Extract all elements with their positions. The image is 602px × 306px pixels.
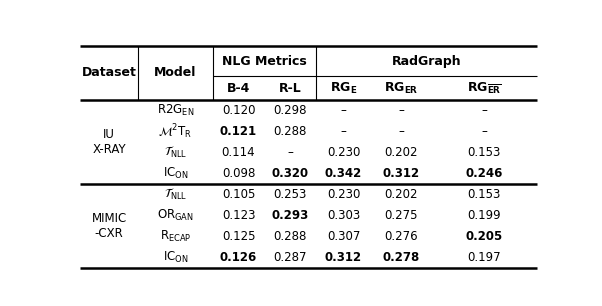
Text: –: –	[398, 104, 404, 117]
Text: 0.287: 0.287	[273, 251, 306, 264]
Text: OR$_{\rm GAN}$: OR$_{\rm GAN}$	[157, 207, 194, 223]
Text: 0.320: 0.320	[272, 167, 308, 180]
Text: Dataset: Dataset	[82, 66, 137, 80]
Text: 0.312: 0.312	[383, 167, 420, 180]
Text: –: –	[341, 104, 347, 117]
Text: 0.153: 0.153	[467, 146, 501, 159]
Text: –: –	[287, 146, 293, 159]
Text: 0.105: 0.105	[222, 188, 255, 201]
Text: R2G$_{\rm EN}$: R2G$_{\rm EN}$	[157, 103, 194, 118]
Text: $\mathcal{T}_{\rm NLL}$: $\mathcal{T}_{\rm NLL}$	[164, 145, 187, 160]
Text: 0.123: 0.123	[222, 209, 255, 222]
Text: 0.276: 0.276	[384, 230, 418, 243]
Text: 0.312: 0.312	[325, 251, 362, 264]
Text: –: –	[481, 104, 487, 117]
Text: 0.199: 0.199	[467, 209, 501, 222]
Text: 0.342: 0.342	[325, 167, 362, 180]
Text: 0.275: 0.275	[385, 209, 418, 222]
Text: 0.298: 0.298	[273, 104, 306, 117]
Text: 0.125: 0.125	[222, 230, 255, 243]
Text: NLG Metrics: NLG Metrics	[222, 55, 306, 68]
Text: 0.121: 0.121	[220, 125, 257, 138]
Text: IC$_{\rm ON}$: IC$_{\rm ON}$	[163, 250, 188, 265]
Text: B-4: B-4	[227, 81, 250, 95]
Text: R$_{\rm ECAP}$: R$_{\rm ECAP}$	[160, 229, 191, 244]
Text: IU
X-RAY: IU X-RAY	[92, 128, 126, 156]
Text: $\mathbf{RG}_{\mathbf{\overline{ER}}}$: $\mathbf{RG}_{\mathbf{\overline{ER}}}$	[467, 80, 501, 96]
Text: 0.205: 0.205	[465, 230, 503, 243]
Text: 0.246: 0.246	[465, 167, 503, 180]
Text: 0.288: 0.288	[273, 230, 306, 243]
Text: 0.202: 0.202	[385, 188, 418, 201]
Text: –: –	[398, 125, 404, 138]
Text: 0.197: 0.197	[467, 251, 501, 264]
Text: 0.202: 0.202	[385, 146, 418, 159]
Text: MIMIC
-CXR: MIMIC -CXR	[92, 212, 126, 240]
Text: 0.120: 0.120	[222, 104, 255, 117]
Text: 0.114: 0.114	[222, 146, 255, 159]
Text: $\mathbf{RG}_{\mathbf{ER}}$: $\mathbf{RG}_{\mathbf{ER}}$	[384, 80, 418, 95]
Text: RadGraph: RadGraph	[391, 55, 461, 68]
Text: $\mathcal{M}^2$T$_{\rm R}$: $\mathcal{M}^2$T$_{\rm R}$	[158, 122, 193, 140]
Text: R-L: R-L	[279, 81, 301, 95]
Text: 0.307: 0.307	[327, 230, 360, 243]
Text: 0.288: 0.288	[273, 125, 306, 138]
Text: 0.126: 0.126	[220, 251, 257, 264]
Text: 0.253: 0.253	[273, 188, 306, 201]
Text: 0.303: 0.303	[327, 209, 360, 222]
Text: $\mathcal{T}_{\rm NLL}$: $\mathcal{T}_{\rm NLL}$	[164, 187, 187, 202]
Text: 0.278: 0.278	[382, 251, 420, 264]
Text: –: –	[341, 125, 347, 138]
Text: 0.230: 0.230	[327, 146, 360, 159]
Text: 0.293: 0.293	[272, 209, 308, 222]
Text: 0.153: 0.153	[467, 188, 501, 201]
Text: IC$_{\rm ON}$: IC$_{\rm ON}$	[163, 166, 188, 181]
Text: –: –	[481, 125, 487, 138]
Text: 0.098: 0.098	[222, 167, 255, 180]
Text: 0.230: 0.230	[327, 188, 360, 201]
Text: Model: Model	[154, 66, 197, 80]
Text: $\mathbf{RG}_{\mathbf{E}}$: $\mathbf{RG}_{\mathbf{E}}$	[330, 80, 357, 95]
